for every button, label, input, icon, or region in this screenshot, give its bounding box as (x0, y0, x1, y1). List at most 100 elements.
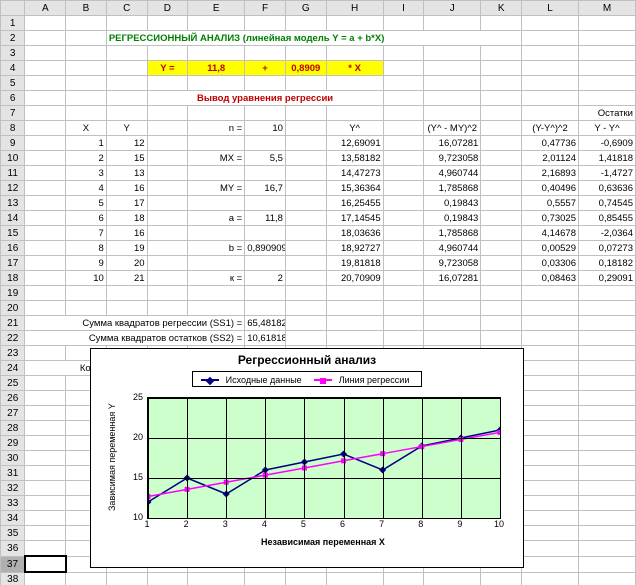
cell-I3[interactable] (383, 46, 424, 61)
row-header-38[interactable]: 38 (1, 572, 25, 585)
cell-M1[interactable] (578, 16, 635, 31)
cell-M6[interactable] (578, 91, 635, 106)
col-header-K[interactable]: K (481, 1, 522, 16)
col-header-H[interactable]: H (326, 1, 383, 16)
cell-J17[interactable]: 9,723058 (424, 256, 481, 271)
cell-A7[interactable] (25, 106, 66, 121)
cell-A2[interactable] (25, 31, 66, 46)
cell-F17[interactable] (245, 256, 286, 271)
col-header-G[interactable]: G (285, 1, 326, 16)
cell-H1[interactable] (326, 16, 383, 31)
cell-B20[interactable] (66, 301, 107, 316)
cell-L12[interactable]: 0,40496 (522, 181, 579, 196)
cell-J13[interactable]: 0,19843 (424, 196, 481, 211)
cell-K12[interactable] (481, 181, 522, 196)
cell-I20[interactable] (383, 301, 424, 316)
cell-A23[interactable] (25, 346, 66, 361)
col-header-L[interactable]: L (522, 1, 579, 16)
cell-G3[interactable] (285, 46, 326, 61)
cell-J3[interactable] (424, 46, 481, 61)
cell-F16[interactable]: 0,890909 (245, 241, 286, 256)
cell-L38[interactable] (522, 572, 579, 585)
cell-H19[interactable] (326, 286, 383, 301)
cell-J10[interactable]: 9,723058 (424, 151, 481, 166)
cell-L27[interactable] (522, 406, 579, 421)
cell-J1[interactable] (424, 16, 481, 31)
cell-G11[interactable] (285, 166, 326, 181)
cell-L20[interactable] (522, 301, 579, 316)
cell-M26[interactable] (578, 391, 635, 406)
cell-M12[interactable]: 0,63636 (578, 181, 635, 196)
cell-M2[interactable] (578, 31, 635, 46)
cell-M5[interactable] (578, 76, 635, 91)
cell-M3[interactable] (578, 46, 635, 61)
cell-G9[interactable] (285, 136, 326, 151)
cell-H21[interactable] (326, 316, 383, 331)
cell-I14[interactable] (383, 211, 424, 226)
cell-I16[interactable] (383, 241, 424, 256)
cell-E20[interactable] (188, 301, 245, 316)
cell-E1[interactable] (188, 16, 245, 31)
cell-I4[interactable] (383, 61, 424, 76)
cell-M37[interactable] (578, 556, 635, 572)
cell-J8[interactable]: (Y^ - MY)^2 (424, 121, 481, 136)
cell-H17[interactable]: 19,81818 (326, 256, 383, 271)
cell-A21[interactable]: Сумма квадратов регрессии (SS1) = (25, 316, 245, 331)
cell-A6[interactable] (25, 91, 66, 106)
row-header-31[interactable]: 31 (1, 466, 25, 481)
cell-A17[interactable] (25, 256, 66, 271)
cell-I1[interactable] (383, 16, 424, 31)
cell-K1[interactable] (481, 16, 522, 31)
cell-K5[interactable] (481, 76, 522, 91)
cell-A33[interactable] (25, 496, 66, 511)
row-header-2[interactable]: 2 (1, 31, 25, 46)
cell-L25[interactable] (522, 376, 579, 391)
cell-C10[interactable]: 15 (106, 151, 147, 166)
cell-D1[interactable] (147, 16, 188, 31)
cell-C14[interactable]: 18 (106, 211, 147, 226)
cell-H20[interactable] (326, 301, 383, 316)
cell-G18[interactable] (285, 271, 326, 286)
col-header-D[interactable]: D (147, 1, 188, 16)
cell-I17[interactable] (383, 256, 424, 271)
cell-K6[interactable] (481, 91, 522, 106)
row-header-32[interactable]: 32 (1, 481, 25, 496)
cell-A1[interactable] (25, 16, 66, 31)
row-header-5[interactable]: 5 (1, 76, 25, 91)
cell-F18[interactable]: 2 (245, 271, 286, 286)
cell-C15[interactable]: 16 (106, 226, 147, 241)
cell-E9[interactable] (188, 136, 245, 151)
cell-D14[interactable] (147, 211, 188, 226)
cell-L7[interactable] (522, 106, 579, 121)
cell-M8[interactable]: Y - Y^ (578, 121, 635, 136)
cell-E18[interactable]: к = (188, 271, 245, 286)
cell-L29[interactable] (522, 436, 579, 451)
cell-M30[interactable] (578, 451, 635, 466)
cell-D4[interactable]: Y = (147, 61, 188, 76)
row-header-37[interactable]: 37 (1, 556, 25, 572)
cell-D8[interactable] (147, 121, 188, 136)
row-header-9[interactable]: 9 (1, 136, 25, 151)
cell-H5[interactable] (326, 76, 383, 91)
cell-K11[interactable] (481, 166, 522, 181)
row-header-23[interactable]: 23 (1, 346, 25, 361)
cell-K13[interactable] (481, 196, 522, 211)
cell-E8[interactable]: n = (188, 121, 245, 136)
cell-M29[interactable] (578, 436, 635, 451)
col-header-M[interactable]: M (578, 1, 635, 16)
cell-D17[interactable] (147, 256, 188, 271)
cell-J20[interactable] (424, 301, 481, 316)
cell-C1[interactable] (106, 16, 147, 31)
cell-B4[interactable] (66, 61, 107, 76)
cell-J21[interactable] (424, 316, 481, 331)
cell-B19[interactable] (66, 286, 107, 301)
cell-H16[interactable]: 18,92727 (326, 241, 383, 256)
row-header-17[interactable]: 17 (1, 256, 25, 271)
cell-M23[interactable] (578, 346, 635, 361)
cell-M28[interactable] (578, 421, 635, 436)
cell-I22[interactable] (383, 331, 424, 346)
cell-A11[interactable] (25, 166, 66, 181)
cell-L2[interactable] (522, 31, 579, 46)
cell-F10[interactable]: 5,5 (245, 151, 286, 166)
cell-L4[interactable] (522, 61, 579, 76)
